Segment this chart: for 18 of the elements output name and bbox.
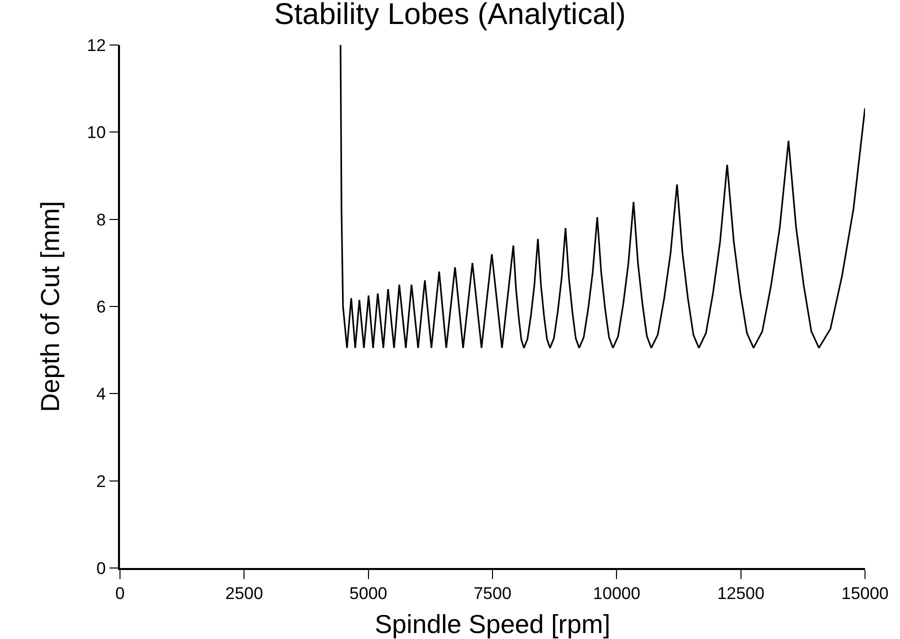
y-tick-label: 2 [96,472,106,491]
x-tick-label: 15000 [841,584,889,604]
x-tick-label: 2500 [225,584,264,604]
y-tick-label: 10 [86,123,106,142]
y-axis-title: Depth of Cut [mm] [34,201,65,412]
x-tick-label: 12500 [717,584,764,604]
y-tick-label: 4 [96,384,106,404]
x-tick-label: 5000 [349,584,388,604]
x-tick-label: 7500 [474,584,512,604]
y-tick-label: 6 [96,297,106,316]
y-tick-label: 12 [86,36,106,55]
chart-title: Stability Lobes (Analytical) [274,0,626,32]
x-tick-label: 0 [115,584,125,604]
x-tick-label: 10000 [593,584,640,604]
x-axis-title: Spindle Speed [rpm] [374,609,610,639]
line-series [340,45,865,349]
y-tick-label: 0 [96,558,106,578]
y-tick-label: 8 [96,210,106,230]
